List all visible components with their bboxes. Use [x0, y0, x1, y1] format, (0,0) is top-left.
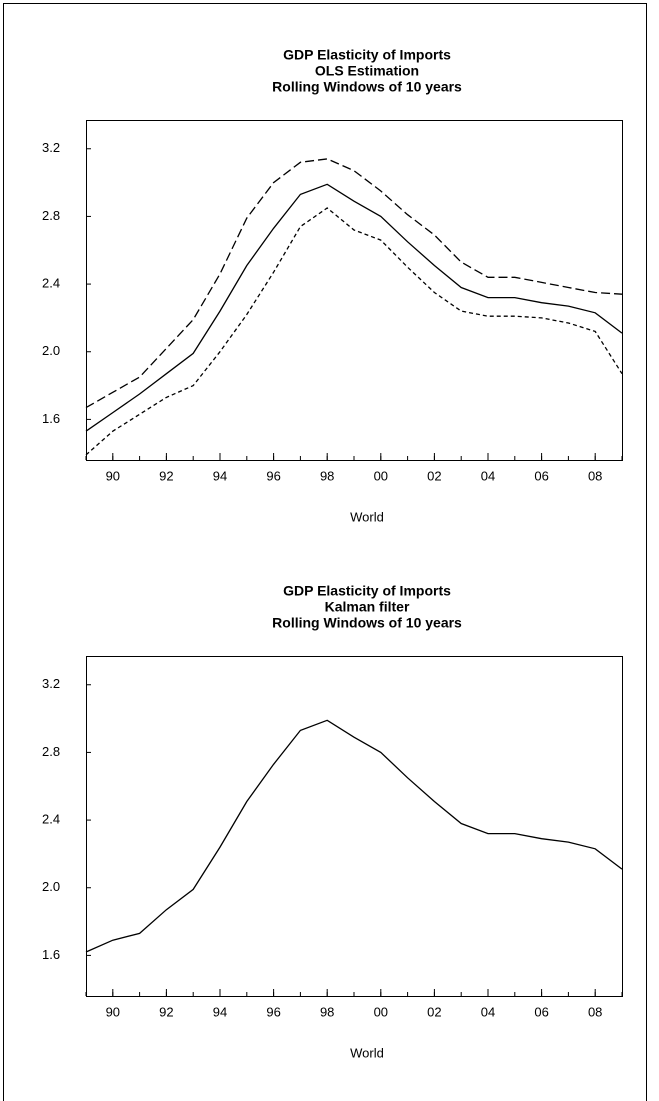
chart-title: OLS Estimation — [315, 63, 419, 79]
chart-title: Rolling Windows of 10 years — [272, 79, 462, 95]
x-tick-label: 08 — [588, 468, 602, 483]
x-tick-label: 98 — [320, 1004, 334, 1019]
x-tick-label: 06 — [534, 1004, 548, 1019]
y-tick-label: 2.4 — [42, 812, 60, 827]
y-tick-label: 2.8 — [42, 208, 60, 223]
chart-title: Rolling Windows of 10 years — [272, 615, 462, 631]
y-tick-label: 2.4 — [42, 276, 60, 291]
x-tick-label: 08 — [588, 1004, 602, 1019]
x-tick-label: 00 — [374, 1004, 388, 1019]
x-tick-label: 00 — [374, 468, 388, 483]
y-tick-label: 1.6 — [42, 411, 60, 426]
data-line — [85, 183, 623, 432]
frame — [3, 3, 647, 1101]
x-tick-label: 96 — [266, 468, 280, 483]
x-axis-label: World — [350, 1045, 384, 1060]
y-tick-label: 3.2 — [42, 140, 60, 155]
x-tick-label: 02 — [427, 1004, 441, 1019]
x-tick-label: 90 — [106, 1004, 120, 1019]
data-line — [85, 719, 623, 953]
data-line — [85, 158, 623, 409]
x-tick-label: 94 — [213, 1004, 227, 1019]
y-tick-label: 1.6 — [42, 947, 60, 962]
x-tick-label: 92 — [159, 1004, 173, 1019]
x-tick-label: 96 — [266, 1004, 280, 1019]
y-tick-label: 3.2 — [42, 676, 60, 691]
x-tick-label: 06 — [534, 468, 548, 483]
y-tick-label: 2.8 — [42, 744, 60, 759]
plot-frame — [86, 656, 623, 997]
x-tick-label: 04 — [481, 1004, 495, 1019]
x-tick-label: 94 — [213, 468, 227, 483]
y-tick-label: 2.0 — [42, 879, 60, 894]
x-tick-label: 98 — [320, 468, 334, 483]
x-tick-label: 02 — [427, 468, 441, 483]
data-line — [85, 207, 623, 456]
chart-title: Kalman filter — [325, 599, 410, 615]
x-tick-label: 04 — [481, 468, 495, 483]
y-tick-label: 2.0 — [42, 343, 60, 358]
x-tick-label: 90 — [106, 468, 120, 483]
plot-frame — [86, 120, 623, 461]
x-axis-label: World — [350, 509, 384, 524]
chart-title: GDP Elasticity of Imports — [283, 47, 451, 63]
chart-title: GDP Elasticity of Imports — [283, 583, 451, 599]
x-tick-label: 92 — [159, 468, 173, 483]
